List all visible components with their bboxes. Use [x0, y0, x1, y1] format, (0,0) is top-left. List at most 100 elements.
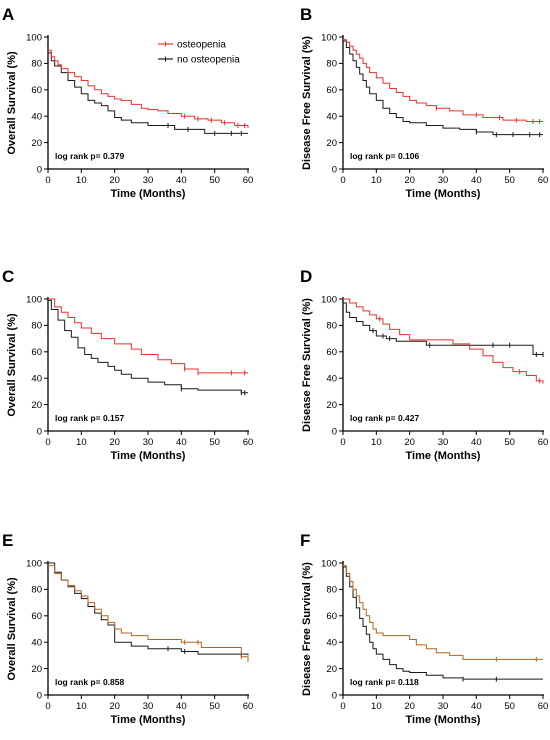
y-tick-label: 0 [37, 164, 42, 175]
x-tick-label: 30 [143, 701, 154, 712]
y-tick-label: 60 [31, 347, 42, 358]
x-axis-title: Time (Months) [111, 450, 186, 462]
x-tick-label: 60 [243, 701, 254, 712]
x-tick-label: 50 [209, 701, 220, 712]
series-line-no-osteopenia [343, 40, 543, 136]
x-axis-title: Time (Months) [406, 188, 481, 200]
x-tick-label: 40 [176, 437, 187, 448]
y-tick-label: 100 [321, 294, 337, 305]
x-tick-label: 10 [371, 175, 382, 186]
log-rank-annotation: log rank p= 0.858 [55, 677, 124, 687]
y-tick-label: 0 [332, 164, 337, 175]
log-rank-annotation: log rank p= 0.118 [350, 677, 419, 687]
y-axis-title: Overall Survival (%) [6, 313, 18, 417]
series-line-osteopenia [48, 49, 249, 129]
series-line-no-osteopenia [343, 566, 543, 680]
y-tick-label: 40 [31, 638, 42, 649]
y-tick-label: 40 [326, 112, 337, 123]
log-rank-annotation: log rank p= 0.157 [55, 413, 124, 423]
y-tick-label: 80 [31, 59, 42, 70]
x-tick-label: 50 [209, 175, 220, 186]
x-tick-label: 60 [538, 701, 549, 712]
series-line-no-osteopenia [48, 52, 248, 134]
panel-a: A 0 20 40 60 80 100 0 10 20 30 40 50 60 Time (Months) O… [2, 5, 253, 200]
y-tick-label: 20 [31, 400, 42, 411]
y-tick-label: 40 [326, 374, 337, 385]
x-tick-label: 0 [340, 175, 345, 186]
panel-c: C 0 20 40 60 80 100 0 10 20 30 40 50 60 Time (Months) O… [2, 267, 253, 462]
series-line-osteopenia [48, 298, 248, 374]
x-axis-title: Time (Months) [111, 714, 186, 726]
y-tick-label: 60 [31, 85, 42, 96]
log-rank-annotation: log rank p= 0.427 [350, 413, 419, 423]
x-tick-label: 0 [45, 701, 50, 712]
legend-label: no osteopenia [177, 55, 240, 66]
y-tick-label: 100 [26, 294, 42, 305]
y-tick-label: 80 [326, 59, 337, 70]
x-tick-label: 60 [243, 437, 254, 448]
x-tick-label: 30 [438, 175, 449, 186]
panel-d: D 0 20 40 60 80 100 0 10 20 30 40 50 60 Time (Months) D… [300, 267, 548, 462]
y-axis-title: Overall Survival (%) [6, 51, 18, 155]
x-axis-title: Time (Months) [406, 714, 481, 726]
y-tick-label: 100 [26, 32, 42, 43]
x-tick-label: 40 [176, 701, 187, 712]
legend-label: osteopenia [177, 40, 226, 51]
x-tick-label: 60 [538, 437, 549, 448]
x-tick-label: 10 [76, 175, 87, 186]
series-line-no-osteopenia [48, 299, 248, 394]
x-tick-label: 60 [538, 175, 549, 186]
y-tick-label: 60 [31, 611, 42, 622]
x-tick-label: 40 [471, 175, 482, 186]
x-tick-label: 30 [438, 701, 449, 712]
y-tick-label: 40 [31, 374, 42, 385]
y-tick-label: 100 [321, 558, 337, 569]
series-line-no-osteopenia [48, 562, 249, 656]
y-tick-label: 0 [37, 690, 42, 701]
panel-letter: B [300, 5, 312, 24]
x-tick-label: 0 [45, 437, 50, 448]
y-tick-label: 20 [326, 138, 337, 149]
y-tick-label: 20 [31, 664, 42, 675]
y-tick-label: 80 [326, 321, 337, 332]
y-tick-label: 100 [321, 32, 337, 43]
y-tick-label: 20 [326, 664, 337, 675]
log-rank-annotation: log rank p= 0.106 [350, 151, 419, 161]
y-tick-label: 60 [326, 85, 337, 96]
x-tick-label: 40 [471, 437, 482, 448]
x-tick-label: 20 [404, 701, 415, 712]
x-tick-label: 40 [176, 175, 187, 186]
x-tick-label: 20 [109, 175, 120, 186]
y-tick-label: 20 [31, 138, 42, 149]
legend: osteopenia no osteopenia [158, 40, 240, 66]
panel-letter: E [2, 531, 13, 550]
x-tick-label: 20 [404, 437, 415, 448]
x-tick-label: 10 [371, 437, 382, 448]
x-tick-label: 30 [143, 437, 154, 448]
panel-letter: D [300, 267, 312, 286]
panel-letter: C [2, 267, 14, 286]
series-line-osteopenia [343, 565, 543, 660]
y-tick-label: 40 [31, 112, 42, 123]
panel-letter: A [2, 5, 14, 24]
log-rank-annotation: log rank p= 0.379 [55, 151, 124, 161]
series-line-osteopenia [343, 39, 543, 122]
x-tick-label: 50 [209, 437, 220, 448]
x-tick-label: 10 [76, 701, 87, 712]
y-tick-label: 0 [332, 426, 337, 437]
x-tick-label: 50 [504, 175, 515, 186]
x-tick-label: 0 [340, 437, 345, 448]
x-axis-title: Time (Months) [111, 188, 186, 200]
x-tick-label: 50 [504, 701, 515, 712]
x-tick-label: 0 [340, 701, 345, 712]
x-tick-label: 10 [76, 437, 87, 448]
x-tick-label: 20 [404, 175, 415, 186]
panel-e: E 0 20 40 60 80 100 0 10 20 30 40 50 60 Time (Months) O… [2, 531, 253, 726]
y-tick-label: 80 [31, 321, 42, 332]
y-tick-label: 80 [31, 585, 42, 596]
y-tick-label: 60 [326, 347, 337, 358]
y-tick-label: 80 [326, 585, 337, 596]
x-tick-label: 60 [243, 175, 254, 186]
y-tick-label: 100 [26, 558, 42, 569]
